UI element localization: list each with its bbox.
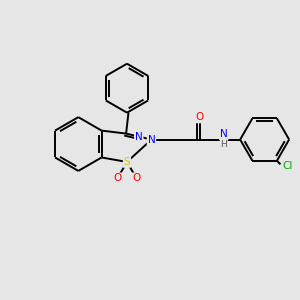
Text: H: H xyxy=(220,140,227,149)
Text: S: S xyxy=(124,157,130,167)
Text: N: N xyxy=(135,132,143,142)
Text: N: N xyxy=(148,134,155,145)
Text: O: O xyxy=(132,173,141,183)
Text: N: N xyxy=(220,129,228,139)
Text: Cl: Cl xyxy=(283,161,293,171)
Text: O: O xyxy=(113,173,122,183)
Text: O: O xyxy=(196,112,204,122)
